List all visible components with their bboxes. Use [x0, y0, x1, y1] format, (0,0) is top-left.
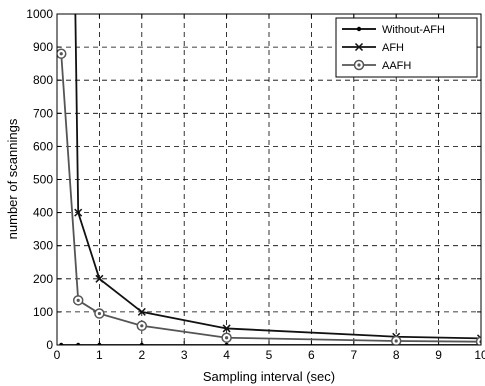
x-tick-label: 2 — [138, 348, 145, 362]
x-tick-label: 10 — [474, 348, 485, 362]
x-tick-label: 0 — [54, 348, 61, 362]
x-marker — [137, 307, 146, 316]
y-tick-label: 700 — [33, 106, 53, 120]
y-tick-label: 200 — [33, 272, 53, 286]
grid-lines — [57, 14, 481, 345]
x-tick-label: 9 — [435, 348, 442, 362]
dot-marker — [76, 342, 81, 345]
x-tick-label: 3 — [181, 348, 188, 362]
legend: Without-AFH AFH AAFH — [335, 17, 478, 78]
dot-marker — [224, 342, 229, 345]
legend-item: AAFH — [342, 59, 411, 72]
y-tick-label: 800 — [33, 73, 53, 87]
x-marker — [354, 42, 364, 52]
y-tick-labels: 0 100 200 300 400 500 600 700 800 900 1000 — [26, 7, 53, 352]
x-tick-labels: 0 1 2 3 4 5 6 7 8 9 10 — [54, 348, 485, 362]
x-tick-label: 8 — [393, 348, 400, 362]
dot-marker — [139, 342, 144, 345]
legend-label: AAFH — [382, 60, 411, 72]
circle-marker — [136, 320, 148, 332]
x-tick-label: 4 — [223, 348, 230, 362]
x-tick-label: 7 — [350, 348, 357, 362]
x-axis-label: Sampling interval (sec) — [203, 369, 335, 384]
y-axis-label: number of scannings — [5, 118, 20, 239]
dot-marker — [356, 26, 362, 32]
y-tick-label: 400 — [33, 206, 53, 220]
x-tick-label: 1 — [96, 348, 103, 362]
circle-marker — [221, 332, 232, 343]
data-series — [57, 14, 481, 345]
circle-marker — [57, 48, 67, 59]
legend-item: AFH — [342, 42, 404, 54]
circle-marker — [72, 295, 84, 306]
y-tick-label: 900 — [33, 40, 53, 54]
y-tick-label: 600 — [33, 139, 53, 153]
x-marker — [74, 208, 83, 217]
y-tick-label: 1000 — [26, 7, 53, 21]
x-tick-label: 6 — [308, 348, 315, 362]
circle-marker — [94, 308, 105, 319]
series-aafh — [57, 48, 481, 345]
y-tick-label: 300 — [33, 239, 53, 253]
dot-marker — [97, 342, 102, 345]
legend-label: Without-AFH — [382, 24, 445, 36]
circle-marker — [353, 59, 365, 71]
y-tick-label: 100 — [33, 305, 53, 319]
circle-marker — [390, 335, 402, 345]
x-marker — [95, 274, 104, 283]
dot-marker — [59, 342, 64, 345]
y-tick-label: 500 — [33, 173, 53, 187]
x-marker — [222, 324, 231, 333]
legend-item: Without-AFH — [342, 24, 445, 36]
plot-frame — [56, 13, 482, 346]
legend-label: AFH — [382, 42, 404, 54]
x-tick-label: 5 — [266, 348, 273, 362]
y-tick-label: 0 — [46, 338, 53, 352]
